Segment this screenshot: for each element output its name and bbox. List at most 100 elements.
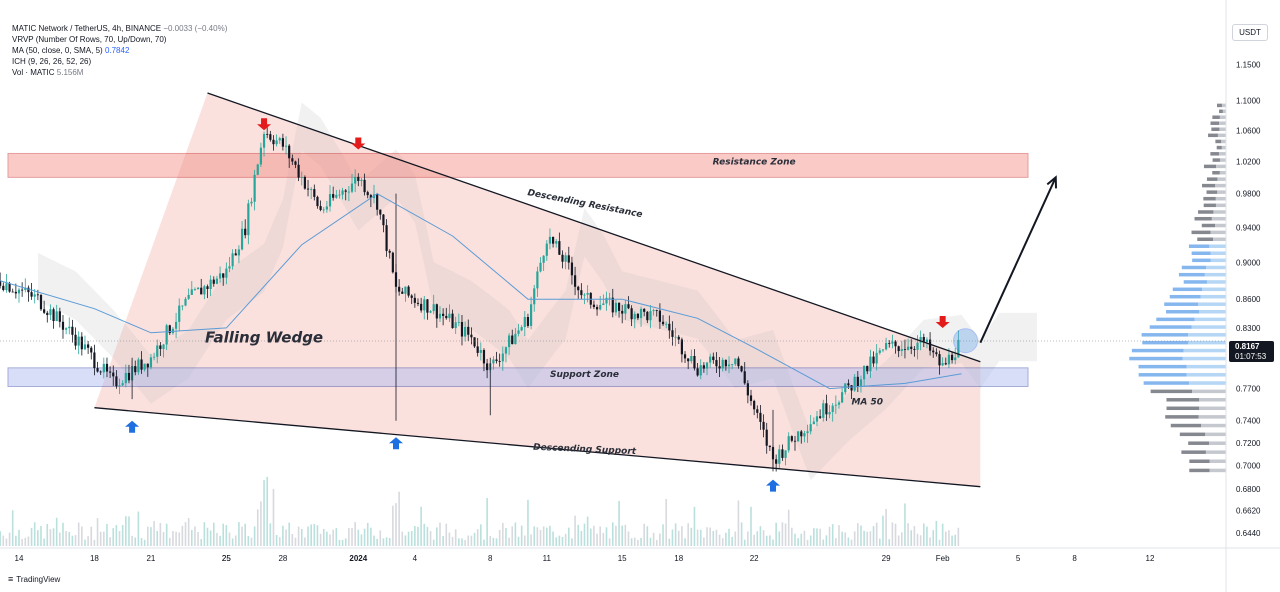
volume-bar <box>467 535 470 546</box>
price-tick-label: 0.8600 <box>1236 295 1261 304</box>
legend-indicator-ma[interactable]: MA (50, close, 0, SMA, 5) 0.7842 <box>12 46 129 56</box>
price-tick-label: 0.6620 <box>1236 507 1261 516</box>
volume-bar <box>360 534 363 546</box>
candle-body <box>699 365 702 376</box>
volume-bar <box>307 526 309 546</box>
candle-body <box>435 304 438 319</box>
volume-bar <box>269 523 272 546</box>
candle-body <box>561 254 564 262</box>
candle-body <box>39 294 43 310</box>
volume-bar <box>253 526 256 546</box>
volume-bar <box>134 537 137 546</box>
volume-bar <box>247 535 250 546</box>
volume-bar <box>872 526 875 546</box>
volume-bar <box>219 535 221 546</box>
candle-body <box>643 308 646 312</box>
candle-body <box>526 317 530 326</box>
volume-bar <box>520 525 523 546</box>
volume-bar <box>238 522 240 546</box>
candle-body <box>266 133 269 135</box>
candle-body <box>262 133 266 148</box>
currency-button[interactable]: USDT <box>1232 24 1268 41</box>
volume-profile-bar <box>1166 398 1200 402</box>
candle-body <box>743 371 746 384</box>
candle-body <box>869 356 872 372</box>
tradingview-logo[interactable]: ≡ TradingView <box>8 574 60 584</box>
candle-body <box>724 359 727 367</box>
volume-profile-bar <box>1165 415 1199 419</box>
candle-body <box>256 164 259 175</box>
candle-body <box>105 363 109 372</box>
volume-profile-bar <box>1166 309 1200 314</box>
volume-profile-bar <box>1206 177 1218 181</box>
legend-symbol[interactable]: MATIC Network / TetherUS, 4h, BINANCE −0… <box>12 24 227 34</box>
volume-bar <box>699 529 702 546</box>
volume-bar <box>341 539 344 546</box>
candle-body <box>837 402 841 405</box>
legend-indicator-ich[interactable]: ICH (9, 26, 26, 52, 26) <box>12 57 91 67</box>
sell-arrow-icon <box>351 137 366 150</box>
candle-body <box>473 337 476 347</box>
volume-bar <box>81 526 83 546</box>
volume-profile-bar <box>1219 170 1226 175</box>
volume-profile-bar <box>1141 333 1189 337</box>
candle-body <box>504 347 508 354</box>
candle-body <box>778 449 781 464</box>
buy-arrow-icon <box>125 420 140 433</box>
volume-bar <box>891 522 894 546</box>
volume-bar <box>932 530 935 546</box>
volume-bar <box>125 516 127 546</box>
volume-bar <box>740 522 743 546</box>
volume-bar <box>382 538 385 546</box>
candle-body <box>941 363 944 366</box>
time-tick-label: 25 <box>222 554 231 563</box>
volume-profile-bar <box>1191 251 1211 255</box>
price-axis[interactable]: 1.20001.15001.10001.06001.02000.98000.94… <box>1236 26 1261 538</box>
volume-bar <box>659 533 661 546</box>
volume-bar <box>426 526 429 546</box>
volume-bar <box>524 535 526 546</box>
volume-profile-bar <box>1217 177 1226 181</box>
volume-profile-bar <box>1191 325 1226 329</box>
candle-body <box>369 195 372 199</box>
volume-bar <box>781 522 784 546</box>
candle-body <box>737 358 740 367</box>
legend-indicator-vrvp[interactable]: VRVP (Number Of Rows, 70, Up/Down, 70) <box>12 35 166 45</box>
volume-bar <box>536 527 539 546</box>
candle-body <box>856 376 859 387</box>
volume-bar <box>8 532 11 546</box>
candle-body <box>284 145 288 147</box>
candle-body <box>2 285 5 290</box>
annotation-label: Support Zone <box>550 370 619 380</box>
volume-bar <box>492 537 495 546</box>
price-tick-label: 0.7700 <box>1236 385 1261 394</box>
candle-body <box>413 297 416 303</box>
candle-body <box>950 354 954 361</box>
candle-body <box>206 286 209 290</box>
plot-area[interactable]: Falling Wedge Support Zone Resistance Zone… <box>0 92 1226 546</box>
candle-body <box>460 321 464 337</box>
candle-body <box>33 294 36 297</box>
time-tick-label: 22 <box>750 554 759 563</box>
volume-bar <box>206 527 209 546</box>
volume-profile-bar <box>1204 272 1226 277</box>
legend-indicator-vol[interactable]: Vol · MATIC 5.156M <box>12 68 83 78</box>
volume-bar <box>473 532 476 546</box>
candle-body <box>910 346 913 349</box>
volume-bar <box>392 505 394 546</box>
volume-bar <box>250 537 253 546</box>
candle-body <box>14 291 17 294</box>
volume-bar <box>841 531 843 546</box>
candle-body <box>74 334 77 346</box>
candle-body <box>350 183 354 192</box>
volume-bar <box>822 539 825 546</box>
candle-body <box>617 302 621 311</box>
volume-bar <box>549 525 551 546</box>
candle-body <box>746 383 749 396</box>
time-tick-label: 29 <box>882 554 891 563</box>
candle-body <box>58 311 61 322</box>
volume-bar <box>147 526 149 546</box>
volume-bar <box>470 535 473 546</box>
